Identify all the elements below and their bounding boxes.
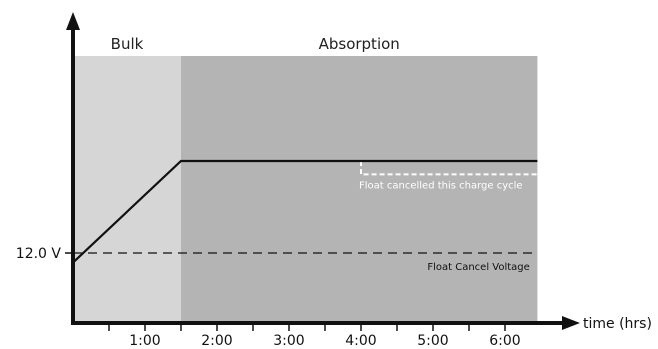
annotation-float-cancelled: Float cancelled this charge cycle (359, 180, 523, 191)
x-tick-label: 4:00 (345, 333, 376, 349)
x-axis-arrow (562, 316, 580, 330)
phase-region-absorption (181, 56, 538, 323)
x-tick-label: 2:00 (201, 333, 232, 349)
x-tick-label: 6:00 (489, 333, 520, 349)
y-axis-arrow (66, 12, 80, 30)
chart-labels: Bulk Absorption 1:00 2:00 3:00 4:00 5:00 6:00 12… (16, 35, 652, 349)
x-axis-label: time (hrs) (583, 316, 652, 332)
x-tick-label: 3:00 (273, 333, 304, 349)
axes (65, 12, 580, 331)
y-reference-label: 12.0 V (16, 246, 62, 262)
phase-label-bulk: Bulk (111, 35, 144, 53)
phase-label-absorption: Absorption (319, 35, 400, 53)
reference-lines (73, 161, 538, 254)
x-tick-label: 1:00 (129, 333, 160, 349)
phase-region-bulk (73, 56, 181, 323)
series-layer (72, 159, 538, 264)
float-cancelled-path (360, 161, 538, 176)
voltage-series-line (72, 159, 538, 264)
phase-regions (73, 56, 538, 323)
x-tick-label: 5:00 (417, 333, 448, 349)
annotation-float-cancel-voltage: Float Cancel Voltage (427, 262, 529, 273)
